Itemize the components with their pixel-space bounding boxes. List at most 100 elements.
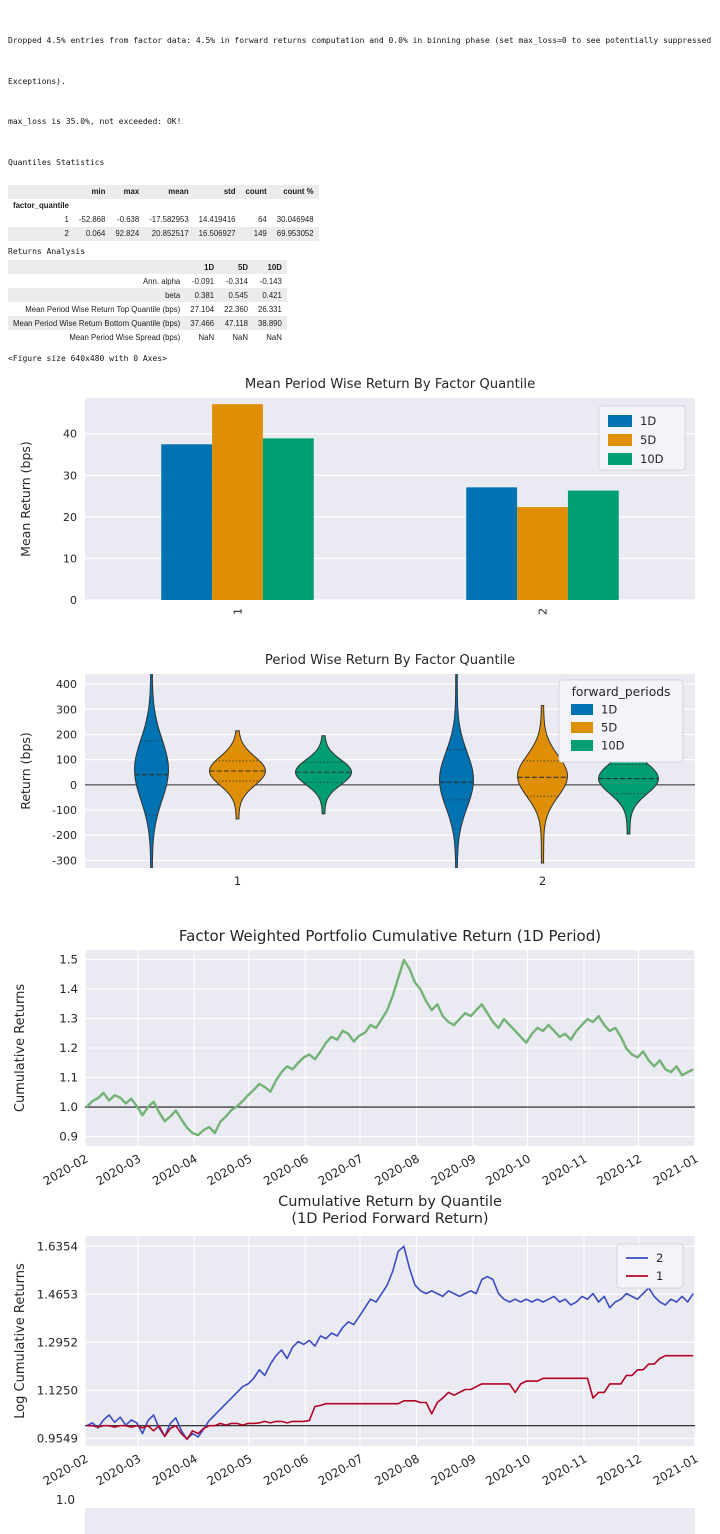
column-header: count xyxy=(245,187,267,196)
column-header: 1D xyxy=(204,262,215,272)
cell-value: NaN xyxy=(266,332,282,342)
empty-cell xyxy=(194,199,241,213)
quantiles-statistics-table: min max mean std count count % factor_quantile… xyxy=(8,184,319,241)
cell-value: 22.360 xyxy=(224,304,248,314)
x-tick-label: 2020-11 xyxy=(540,1451,590,1488)
svg-text:20: 20 xyxy=(63,510,77,523)
cell-value: 20.852517 xyxy=(151,229,189,238)
svg-text:400: 400 xyxy=(56,678,77,691)
returns-analysis-heading: Returns Analysis xyxy=(8,246,86,256)
x-tick-label: 2020-02 xyxy=(41,1451,91,1488)
cell-value: 64 xyxy=(258,215,267,224)
plot-area xyxy=(85,1235,695,1446)
console-line-dropped-1: Dropped 4.5% entries from factor data: 4… xyxy=(8,36,712,45)
bar-10D-q2 xyxy=(567,490,619,600)
cell-value: 149 xyxy=(253,229,267,238)
x-tick-label: 2020-08 xyxy=(372,1151,422,1188)
table-header-row: min max mean std count count % xyxy=(8,184,319,199)
svg-text:1.3: 1.3 xyxy=(59,1011,78,1025)
svg-text:1.5: 1.5 xyxy=(59,952,78,966)
violin-q1-1D xyxy=(133,673,170,868)
figure-size-note: <Figure size 640x480 with 0 Axes> xyxy=(8,354,167,363)
y-axis-label: Mean Return (bps) xyxy=(18,441,33,557)
svg-text:0: 0 xyxy=(70,778,77,791)
column-header: max xyxy=(123,187,140,196)
returns-table-section: 1D 5D 10D Ann. alpha -0.091 -0.314 -0.143 beta 0… xyxy=(0,258,720,348)
chart-title: Period Wise Return By Factor Quantile xyxy=(265,653,515,668)
x-tick-label: 2021-01 xyxy=(651,1451,701,1488)
svg-text:1.6354: 1.6354 xyxy=(37,1239,78,1253)
x-tick-label: 2020-03 xyxy=(94,1451,144,1488)
cell-value: 92.824 xyxy=(115,229,140,238)
column-header: count % xyxy=(283,187,314,196)
cell-value: 26.331 xyxy=(258,304,282,314)
cell-value: 16.506927 xyxy=(198,229,236,238)
cell-value: 0.545 xyxy=(228,290,248,300)
row-label: Mean Period Wise Spread (bps) xyxy=(69,332,181,342)
x-tick-label: 2020-07 xyxy=(316,1451,366,1488)
x-tick-label: 1 xyxy=(234,874,241,888)
plot-area xyxy=(85,1507,695,1534)
cell-value: 30.046948 xyxy=(276,215,314,224)
chart-title: Mean Period Wise Return By Factor Quanti… xyxy=(245,377,535,392)
bar-5D-q2 xyxy=(517,506,568,600)
svg-text:10: 10 xyxy=(63,552,77,565)
cell-value: 0.381 xyxy=(194,290,215,300)
chart-title: Factor Weighted Portfolio Cumulative Ret… xyxy=(179,927,601,945)
bar-chart-figure: 0 10 20 30 40 Mean Period Wise Return By Fact… xyxy=(18,377,695,615)
x-tick-label: 2020-11 xyxy=(540,1151,590,1188)
x-tick-label: 2020-10 xyxy=(483,1451,533,1488)
index-name-row: factor_quantile xyxy=(8,199,319,213)
x-tick-label: 2 xyxy=(539,874,546,888)
svg-text:200: 200 xyxy=(56,728,77,741)
quantile-cumulative-return-chart-figure: 2020-02 2020-03 2020-04 2020-05 2020-06 2020-… xyxy=(13,1194,701,1488)
x-tick-label: 2020-02 xyxy=(41,1151,91,1188)
violin-q1-5D xyxy=(208,729,267,819)
table-row: Mean Period Wise Return Top Quantile (bp… xyxy=(8,302,287,316)
x-tick-label: 2021-01 xyxy=(651,1151,701,1188)
svg-text:-200: -200 xyxy=(52,829,77,842)
x-tick-label: 2020-04 xyxy=(150,1151,200,1188)
legend-label: 2 xyxy=(656,1251,663,1265)
legend-swatch xyxy=(608,433,632,446)
y-tick-label: 1.0 xyxy=(56,1493,75,1507)
violin-q1-10D xyxy=(294,734,353,814)
cell-value: 37.466 xyxy=(190,318,215,328)
console-line-dropped-2: Exceptions). xyxy=(8,76,66,86)
column-header: min xyxy=(91,187,106,196)
chart-subtitle: (1D Period Forward Return) xyxy=(291,1211,488,1227)
legend-swatch xyxy=(571,721,593,733)
cell-value: -0.091 xyxy=(192,276,215,286)
legend-label: 5D xyxy=(601,720,617,734)
violin-q2-1D xyxy=(438,673,475,868)
y-axis-label: Cumulative Returns xyxy=(13,983,28,1111)
violin-q2-5D xyxy=(516,704,569,863)
legend-label: 10D xyxy=(640,452,664,466)
table-row: Mean Period Wise Return Bottom Quantile … xyxy=(8,316,287,330)
legend-title: forward_periods xyxy=(572,685,671,699)
empty-cell xyxy=(241,199,272,213)
x-tick-label: 1 xyxy=(231,608,244,615)
svg-text:1.2: 1.2 xyxy=(59,1041,78,1055)
cell-value: NaN xyxy=(198,332,215,342)
x-tick-label: 2020-12 xyxy=(594,1451,644,1488)
svg-text:1.0: 1.0 xyxy=(59,1100,78,1114)
column-header: 5D xyxy=(238,262,248,272)
svg-text:-300: -300 xyxy=(52,854,77,867)
svg-text:0: 0 xyxy=(70,594,77,607)
svg-text:300: 300 xyxy=(56,703,77,716)
series-line-Portfolio xyxy=(85,958,694,1136)
legend: 1D 5D 10D xyxy=(598,405,686,470)
returns-analysis-table: 1D 5D 10D Ann. alpha -0.091 -0.314 -0.143 beta 0… xyxy=(8,260,287,344)
violins xyxy=(133,673,659,868)
table-row: 1 -52.868 -0.638 -17.582953 14.419416 64 30.04… xyxy=(8,213,319,227)
legend-swatch xyxy=(571,739,593,751)
x-tick-label: 2020-09 xyxy=(429,1151,479,1188)
svg-text:1.2952: 1.2952 xyxy=(37,1335,78,1349)
cell-value: -0.314 xyxy=(225,276,248,286)
console-output: Dropped 4.5% entries from factor data: 4… xyxy=(0,0,720,183)
table-header-row: 1D 5D 10D xyxy=(8,260,287,274)
empty-cell xyxy=(74,199,110,213)
legend: forward_periods 1D 5D 10D xyxy=(558,679,684,762)
cell-value: -17.582953 xyxy=(149,215,189,224)
